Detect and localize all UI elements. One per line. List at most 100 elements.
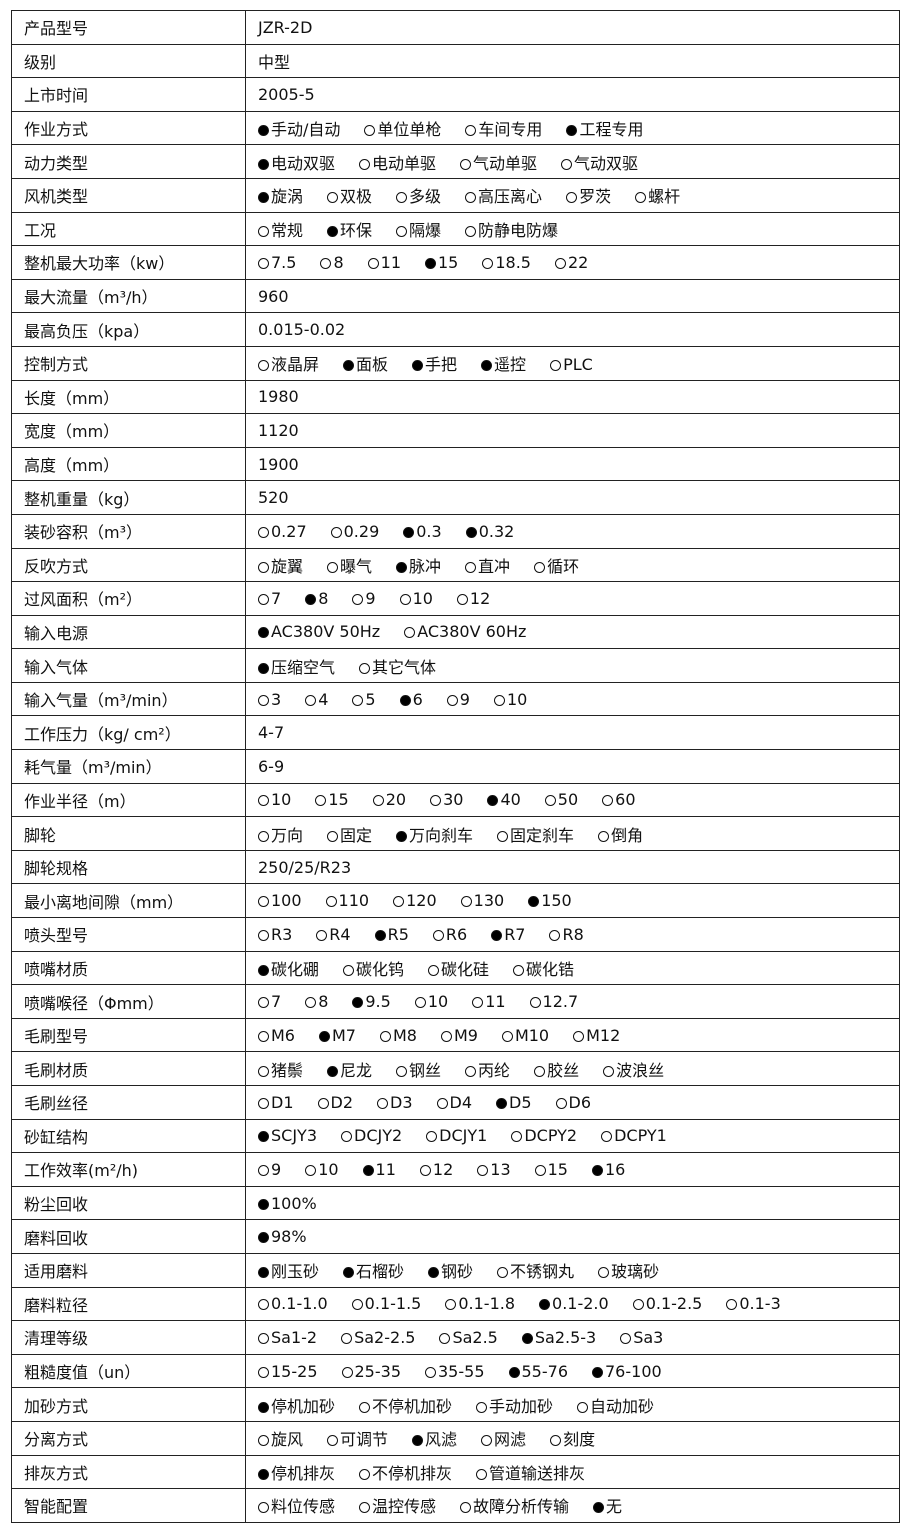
spec-label: 工况 [11,211,246,247]
option: DCJY2 [341,1126,402,1145]
radio-empty-icon [258,1502,269,1514]
option-label: 电动单驱 [372,153,437,173]
spec-value: 98% [245,1219,900,1254]
option-label: M12 [586,1025,621,1045]
spec-label: 排灰方式 [11,1454,246,1490]
radio-empty-icon [367,257,379,269]
radio-empty-icon [258,1299,269,1311]
spec-row: 级别 中型 [11,43,900,79]
spec-label: 长度（mm） [11,379,246,415]
radio-empty-icon [573,1030,585,1042]
radio-empty-icon [465,125,477,137]
option-label: 多级 [409,187,442,207]
spec-row: 砂缸结构 SCJY3 DCJY2 DCJY1 DCPY2 DCPY1 [11,1118,900,1154]
radio-filled-icon [425,257,436,269]
option-label: AC380V 60Hz [417,622,527,642]
option-label: 0.1-1.5 [364,1294,422,1314]
radio-empty-icon [359,1468,371,1480]
option: 风滤 [412,1426,457,1450]
spec-label: 工作压力（kg/ cm²） [11,715,246,751]
option: 30 [430,790,463,809]
option: 11 [367,253,401,272]
option: D1 [258,1093,294,1112]
option: 万向刹车 [396,822,473,846]
option: 无 [593,1493,622,1517]
option-label: 直冲 [478,556,511,576]
option-label: 不停机排灰 [372,1463,453,1483]
option: 12 [419,1159,454,1179]
radio-empty-icon [472,997,484,1009]
option-label: R8 [562,924,584,944]
spec-label: 整机最大功率（kw） [11,245,246,280]
option: 10 [305,1159,339,1179]
option-label: 98% [271,1227,307,1247]
option-label: 0.29 [343,521,380,541]
option-label: 22 [567,252,589,272]
radio-empty-icon [476,1401,488,1413]
spec-label: 最高负压（kpa） [11,312,246,347]
spec-label: 过风面积（m²） [11,581,246,616]
option-label: 刚玉砂 [271,1262,320,1282]
option: 7 [258,589,281,608]
radio-filled-icon [305,593,317,605]
option-label: 旋风 [271,1430,304,1450]
option-label: DCPY1 [614,1126,667,1146]
spec-row: 工作压力（kg/ cm²） 4-7 [11,715,900,751]
option-label: PLC [563,355,593,375]
option: 5 [352,689,376,709]
option-label: 6 [412,689,423,709]
radio-empty-icon [446,694,458,706]
radio-empty-icon [465,1065,477,1077]
radio-empty-icon [419,1164,431,1176]
option-label: 10 [271,790,292,810]
spec-label: 清理等级 [11,1320,246,1355]
option-label: 自动加砂 [590,1396,655,1416]
radio-filled-icon [412,360,424,372]
option-label: 5 [365,689,376,709]
option-label: 0.27 [271,521,307,541]
spec-label: 控制方式 [11,345,246,381]
radio-empty-icon [320,257,332,269]
option-label: 10 [318,1159,339,1179]
option-label: 倒角 [611,825,644,845]
radio-empty-icon [258,1164,269,1176]
option-label: 液晶屏 [271,355,320,375]
option: Sa3 [620,1328,663,1347]
option-label: 高压离心 [478,187,543,207]
option-label: 手把 [425,355,458,375]
option: 12.7 [529,992,578,1011]
option: 钢砂 [428,1258,473,1282]
option-label: 胶丝 [547,1060,580,1080]
option-label: 不锈钢丸 [510,1262,575,1282]
radio-empty-icon [497,1267,509,1279]
option-label: 石榴砂 [356,1262,405,1282]
spec-row: 高度（mm） 1900 [11,446,900,482]
option: 猪鬃 [258,1057,303,1081]
option: 隔爆 [396,217,441,241]
radio-filled-icon [528,896,540,908]
option-label: 12 [469,588,491,608]
spec-row: 脚轮 万向 固定 万向刹车 固定刹车 倒角 [11,816,900,851]
spec-label: 毛刷型号 [11,1017,246,1053]
option: M8 [379,1026,417,1045]
option-label: 150 [541,891,572,911]
radio-empty-icon [315,795,327,807]
option-label: 脉冲 [409,556,442,576]
spec-row: 工作效率(m²/h) 9 10 11 12 13 15 16 [11,1152,900,1187]
spec-row: 作业半径（m） 10 15 20 30 40 50 60 [11,782,900,818]
option: 手动加砂 [476,1393,553,1417]
radio-empty-icon [258,929,269,941]
spec-row: 宽度（mm） 1120 [11,413,900,448]
radio-empty-icon [325,896,337,908]
option-label: 压缩空气 [271,657,336,677]
option: 螺杆 [635,183,680,207]
spec-row: 输入气量（m³/min） 3 4 5 6 9 10 [11,681,900,717]
option-label: 12 [432,1159,454,1179]
option-label: 手动加砂 [489,1396,554,1416]
radio-empty-icon [544,795,556,807]
radio-filled-icon [508,1366,520,1378]
spec-row: 动力类型 电动双驱 电动单驱 气动单驱 气动双驱 [11,144,900,179]
option: 12 [456,588,491,608]
option-label: 双极 [340,187,373,207]
option: 单位单枪 [364,116,441,140]
